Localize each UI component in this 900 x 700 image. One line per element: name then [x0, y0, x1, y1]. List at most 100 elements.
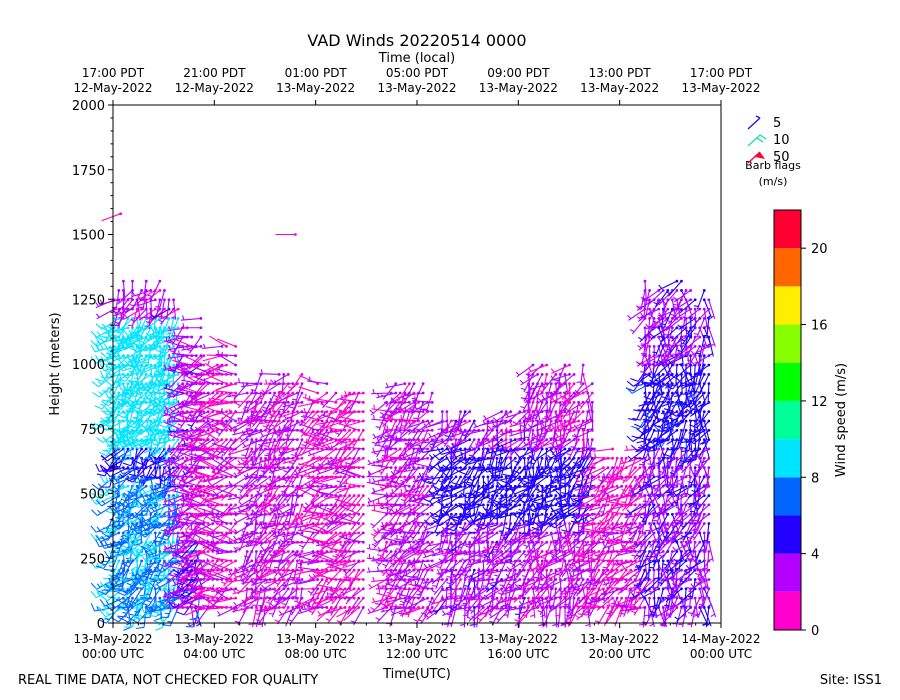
- barb-feather: [116, 413, 125, 419]
- barb-half-feather: [96, 331, 101, 336]
- barb-half-feather: [268, 612, 274, 615]
- barb-feather: [99, 581, 106, 589]
- barb-half-feather: [238, 378, 240, 383]
- barb-staff: [121, 327, 124, 348]
- barb-feather: [100, 352, 108, 359]
- barb-half-feather: [245, 428, 251, 430]
- barb-staff: [103, 373, 124, 379]
- barb-half-feather: [129, 304, 135, 307]
- barb-feather: [125, 468, 134, 470]
- barb-feather: [110, 575, 119, 580]
- barb-half-feather: [105, 477, 109, 482]
- barb-feather: [100, 595, 108, 602]
- barb-feather: [104, 460, 111, 468]
- barb-half-feather: [167, 620, 172, 623]
- barb-feather: [99, 541, 105, 549]
- barb-feather: [149, 375, 158, 378]
- barb-half-feather: [169, 470, 171, 476]
- barb-feather: [148, 614, 157, 618]
- barb-half-feather: [242, 442, 246, 447]
- barb-half-feather: [104, 449, 110, 453]
- barb-feather: [123, 626, 132, 631]
- barb-staff: [118, 560, 129, 579]
- barb-feather: [90, 525, 97, 533]
- barb-half-feather: [136, 539, 142, 542]
- barb-feather: [91, 492, 99, 499]
- barb-feather: [140, 607, 147, 615]
- barb-half-feather: [100, 403, 105, 407]
- barb-half-feather: [111, 507, 117, 511]
- barb-half-feather: [166, 418, 169, 424]
- barb-staff: [99, 299, 119, 306]
- barb-half-feather: [203, 343, 206, 349]
- barb-staff: [202, 355, 223, 362]
- barb-feather: [95, 565, 104, 570]
- barb-half-feather: [217, 610, 221, 616]
- barb-half-feather: [124, 359, 129, 365]
- barb-half-feather: [118, 520, 124, 523]
- barb-half-feather: [166, 409, 169, 415]
- barb-half-feather: [212, 545, 215, 551]
- barb-half-feather: [153, 611, 159, 614]
- barb-feather: [104, 527, 112, 534]
- barb-half-feather: [146, 600, 152, 603]
- barb-feather: [116, 402, 125, 405]
- barb-half-feather: [108, 416, 114, 418]
- barb-half-feather: [105, 582, 110, 587]
- barb-staff: [96, 308, 115, 320]
- barb-half-feather: [113, 574, 118, 577]
- barb-half-feather: [105, 600, 110, 605]
- barb-feather: [122, 462, 131, 467]
- barb-half-feather: [265, 601, 271, 604]
- barb-feather: [94, 405, 103, 410]
- barb-feather: [104, 540, 110, 548]
- barb-half-feather: [96, 562, 100, 568]
- barb-half-feather: [104, 332, 110, 335]
- barb-feather: [90, 509, 98, 516]
- barb-feather: [99, 489, 107, 497]
- barb-half-feather: [208, 481, 213, 487]
- barb-half-feather: [114, 492, 120, 495]
- barb-half-feather: [107, 387, 112, 390]
- barb-half-feather: [105, 359, 110, 364]
- barb-half-feather: [220, 581, 226, 585]
- barb-half-feather: [139, 340, 144, 343]
- barb-feather: [90, 344, 96, 353]
- barb-staff: [121, 569, 129, 590]
- barb-feather: [176, 611, 185, 616]
- barb-feather: [98, 451, 108, 457]
- barb-staff: [105, 579, 120, 595]
- barb-feather: [122, 514, 131, 519]
- barb-half-feather: [251, 437, 254, 443]
- barb-half-feather: [237, 418, 241, 424]
- wind-barb: [95, 307, 116, 320]
- barb-feather: [94, 336, 101, 344]
- barb-half-feather: [113, 486, 119, 490]
- barb-staff: [113, 513, 124, 532]
- barb-feather: [99, 464, 105, 473]
- barb-half-feather: [107, 425, 113, 427]
- barb-half-feather: [207, 360, 210, 366]
- barb-half-feather: [268, 547, 273, 550]
- wind-barb: [259, 369, 281, 376]
- barb-half-feather: [235, 588, 241, 593]
- barb-feather: [99, 610, 107, 618]
- barb-half-feather: [139, 397, 145, 399]
- barb-half-feather: [155, 439, 159, 445]
- barb-half-feather: [125, 510, 131, 514]
- barb-half-feather: [160, 553, 166, 557]
- barb-staff: [99, 383, 115, 398]
- barb-feather: [99, 537, 109, 541]
- barb-feather: [96, 605, 104, 612]
- barb-half-feather: [212, 586, 215, 592]
- barb-feather: [107, 577, 117, 581]
- barb-feather: [117, 384, 124, 392]
- barb-half-feather: [233, 573, 237, 578]
- barb-half-feather: [99, 421, 105, 425]
- barb-half-feather: [266, 452, 272, 456]
- barb-half-feather: [259, 552, 264, 556]
- barb-feather: [139, 365, 149, 368]
- barb-half-feather: [203, 378, 206, 383]
- barb-half-feather: [96, 583, 101, 588]
- barb-half-feather: [177, 399, 180, 405]
